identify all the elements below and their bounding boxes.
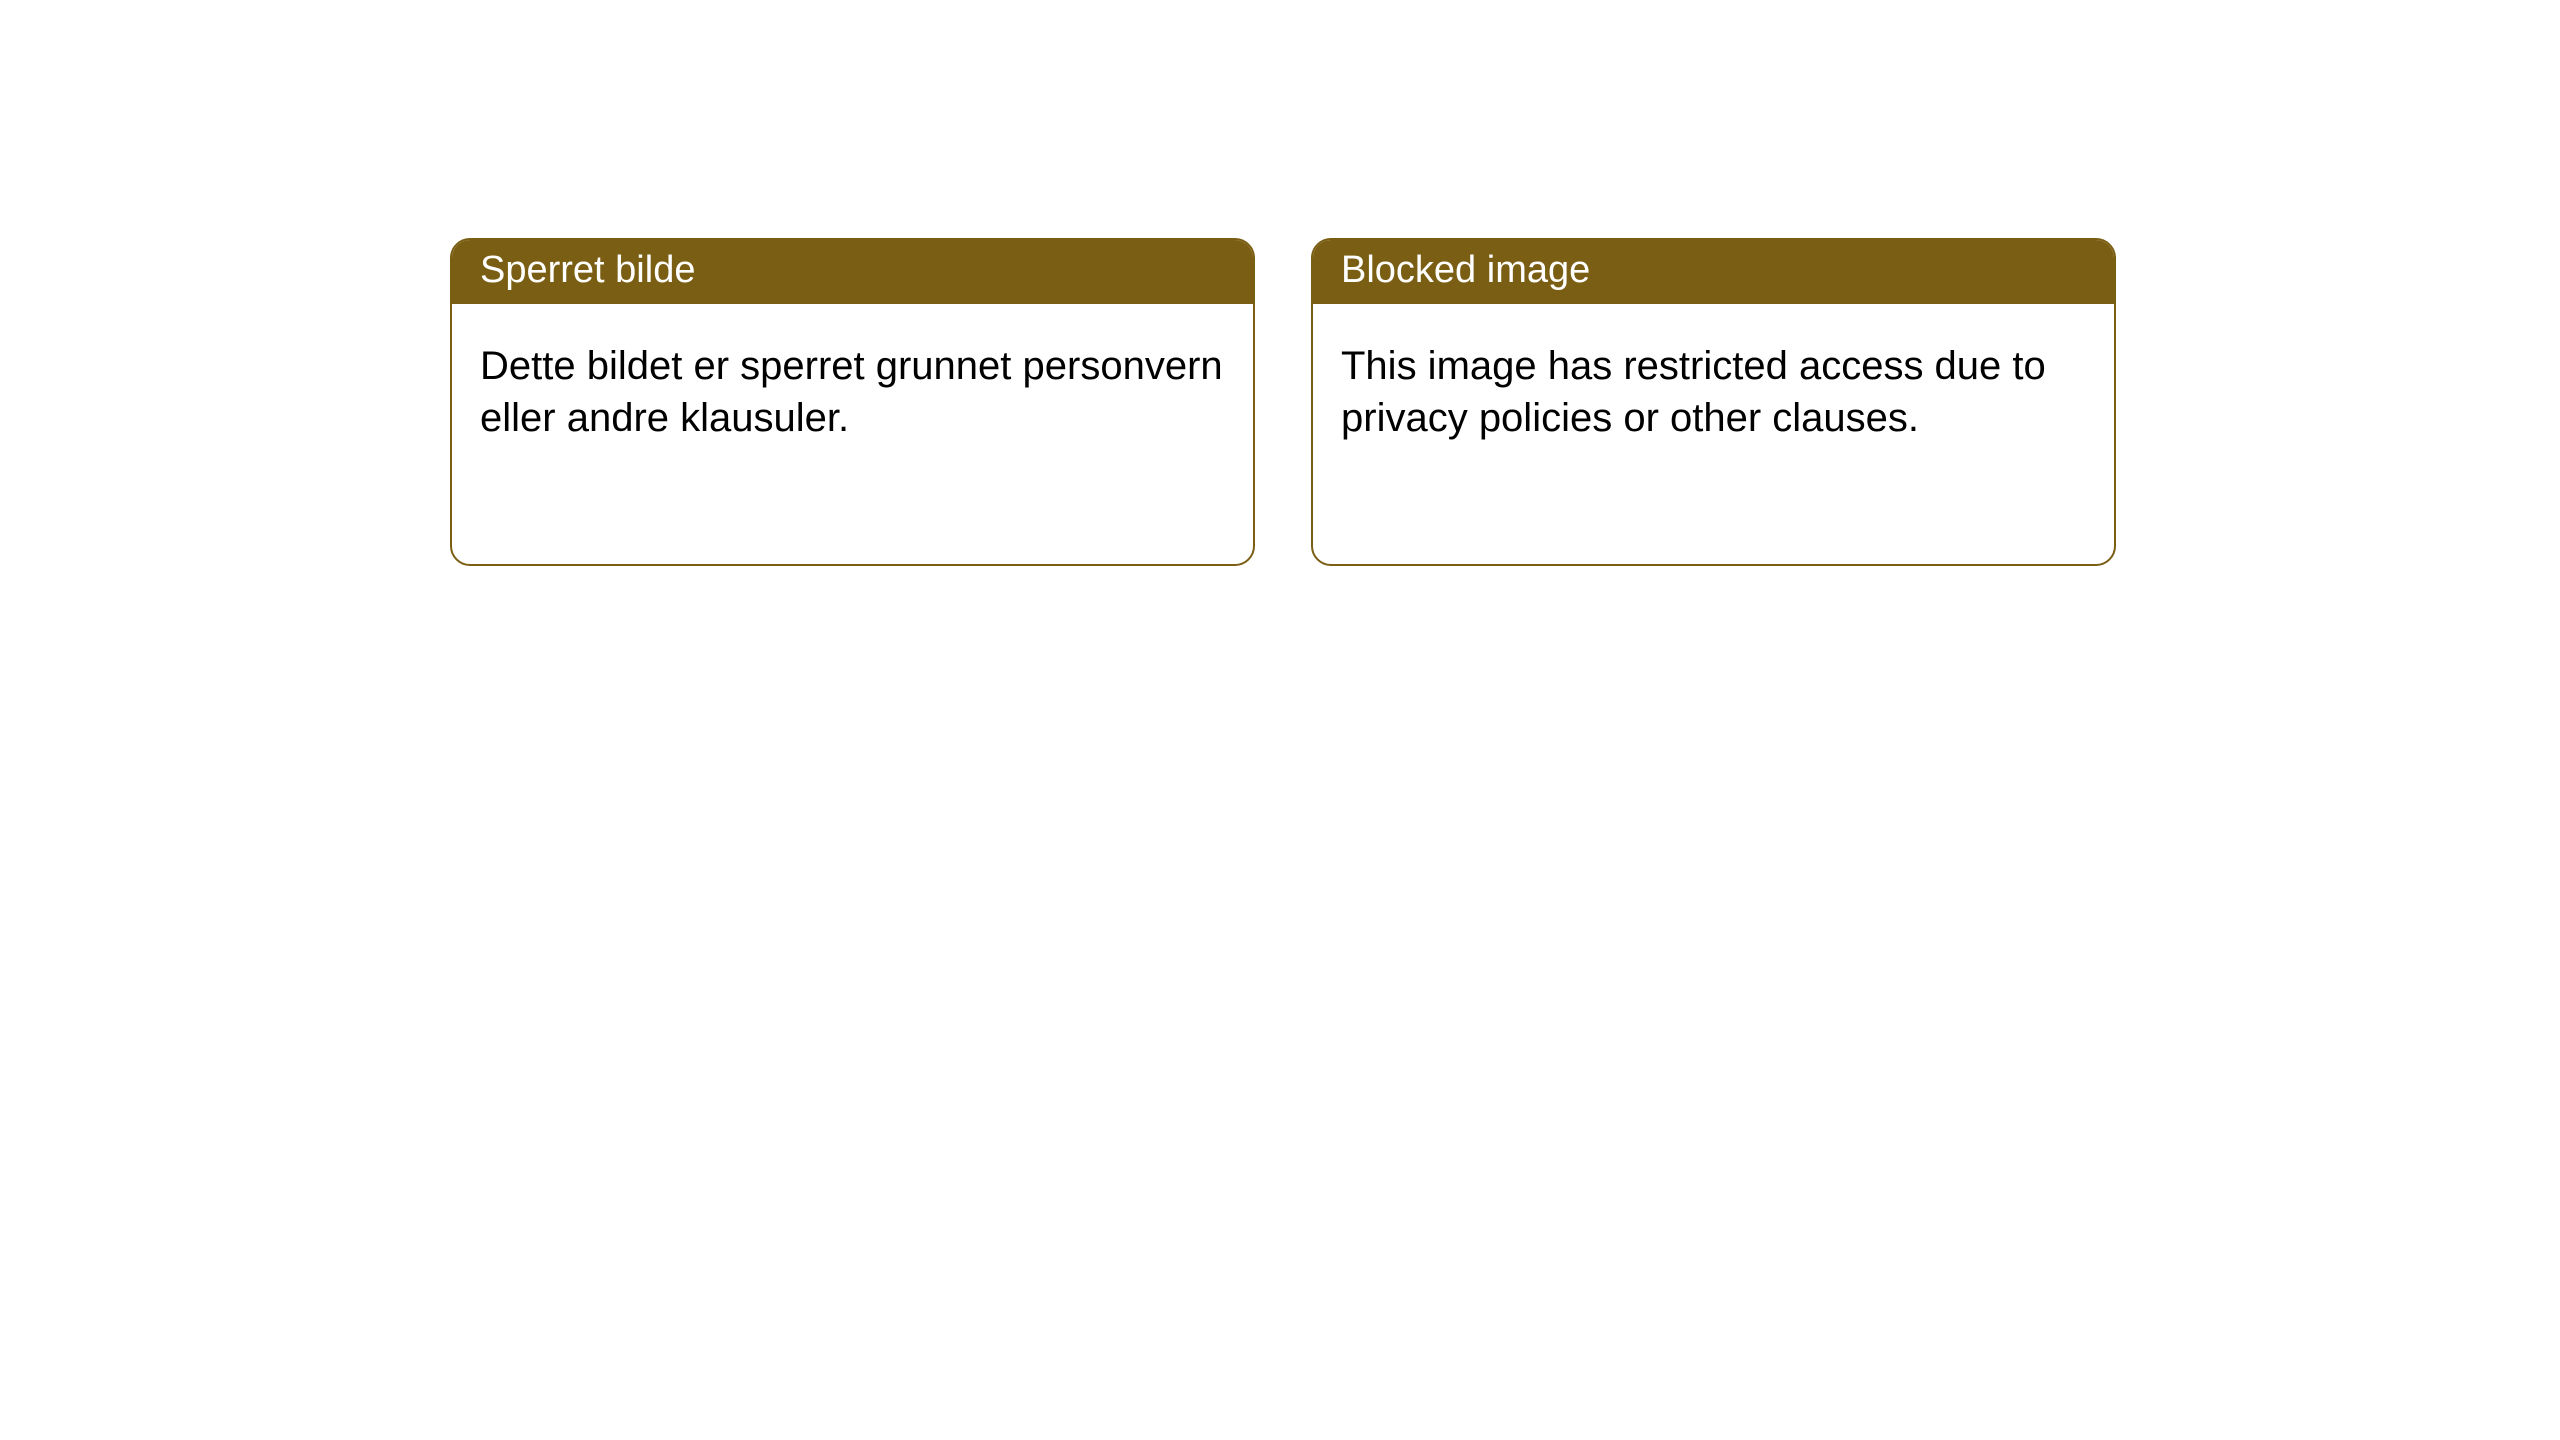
notice-card-title: Blocked image bbox=[1313, 240, 2114, 304]
notice-card-english: Blocked image This image has restricted … bbox=[1311, 238, 2116, 566]
notice-card-body: This image has restricted access due to … bbox=[1313, 304, 2114, 564]
notice-card-title: Sperret bilde bbox=[452, 240, 1253, 304]
notice-container: Sperret bilde Dette bildet er sperret gr… bbox=[0, 0, 2560, 566]
notice-card-body: Dette bildet er sperret grunnet personve… bbox=[452, 304, 1253, 564]
notice-card-norwegian: Sperret bilde Dette bildet er sperret gr… bbox=[450, 238, 1255, 566]
